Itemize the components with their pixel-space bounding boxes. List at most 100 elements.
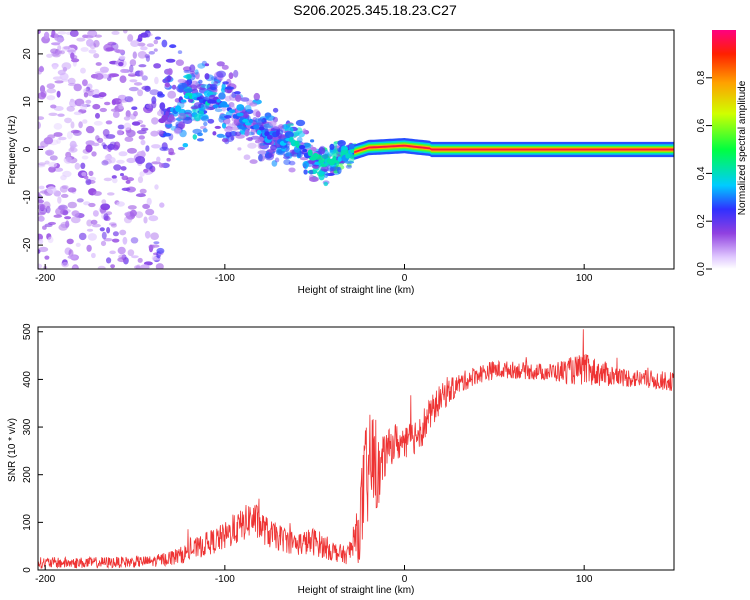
heat-blob (285, 152, 293, 157)
heat-blob (64, 247, 72, 255)
heat-blob (87, 91, 94, 97)
heat-blob (136, 38, 143, 42)
heat-blob (283, 159, 291, 166)
heat-blob (112, 231, 119, 237)
heat-blob (101, 231, 107, 240)
heat-blob (249, 102, 258, 107)
heat-ridge-blob (302, 148, 308, 153)
heat-blob (164, 82, 171, 88)
heat-blob (321, 153, 329, 160)
heat-blob (213, 81, 219, 85)
heat-blob (56, 138, 61, 144)
heat-blob (66, 105, 75, 112)
snr-series-line (38, 329, 674, 569)
heat-blob (67, 187, 77, 193)
heat-blob (120, 173, 124, 177)
heat-ridge-blob (175, 105, 182, 112)
snr-ytick-label: 400 (22, 371, 33, 388)
heat-blob (105, 120, 113, 125)
colorbar-gradient (712, 30, 736, 269)
heat-blob (109, 222, 117, 226)
heat-blob (71, 58, 80, 63)
heat-blob (69, 140, 77, 149)
heat-ridge-blob (294, 140, 299, 146)
heat-blob (57, 113, 65, 117)
spectrogram-ytick-label: 0 (22, 146, 33, 152)
heat-blob (165, 58, 176, 63)
heat-blob (38, 199, 45, 204)
heat-blob (228, 72, 234, 80)
heat-blob (140, 150, 146, 159)
spectrogram-xtick-label: 100 (576, 273, 593, 284)
heat-blob (202, 128, 208, 133)
heat-blob (150, 130, 159, 137)
heat-blob (118, 105, 124, 110)
heat-blob (221, 138, 229, 143)
heat-blob (99, 107, 108, 113)
heat-blob (89, 176, 97, 181)
heat-blob (121, 175, 129, 181)
heat-blob (86, 228, 94, 232)
heat-blob (117, 246, 126, 255)
heat-blob (87, 233, 97, 241)
heat-blob (73, 83, 82, 92)
heat-blob (233, 69, 239, 78)
heat-blob (228, 102, 235, 108)
heat-blob (296, 136, 303, 143)
heat-blob (38, 263, 43, 269)
heat-blob (254, 118, 265, 123)
heat-blob (106, 257, 112, 264)
heat-blob (110, 108, 119, 112)
heat-blob (127, 73, 137, 77)
heat-blob (185, 73, 192, 80)
heat-blob (91, 223, 101, 228)
heat-blob (38, 121, 41, 130)
heat-ridge-blob (256, 129, 262, 135)
heat-blob (95, 135, 100, 141)
snr-xtick-label: 100 (576, 574, 593, 585)
heat-blob (109, 73, 120, 78)
heat-blob (53, 123, 63, 130)
heat-blob (134, 265, 141, 269)
heat-blob (222, 81, 229, 85)
heat-blob (165, 75, 173, 81)
heat-blob (85, 144, 93, 153)
heat-blob (224, 86, 235, 90)
heat-blob (65, 220, 70, 228)
heat-blob (44, 255, 50, 260)
heat-blob (169, 44, 177, 49)
heat-blob (200, 115, 210, 122)
heat-blob (192, 134, 197, 140)
heat-blob (131, 121, 141, 126)
snr-frame (37, 326, 675, 571)
heat-blob (269, 121, 277, 127)
snr-ytick-label: 0 (22, 567, 33, 573)
heat-blob (119, 229, 127, 236)
heat-blob (210, 84, 216, 90)
heat-blob (194, 69, 199, 75)
heat-blob (154, 36, 161, 40)
heat-blob (64, 216, 72, 220)
heat-blob (48, 162, 58, 168)
heat-blob (54, 80, 64, 84)
heat-blob (320, 166, 329, 172)
heat-blob (168, 147, 175, 155)
heat-blob (161, 39, 168, 48)
heat-blob (144, 230, 151, 239)
heat-blob (106, 227, 111, 234)
heat-blob (57, 196, 62, 204)
spectrogram-xtick-label: 0 (402, 273, 408, 284)
heat-blob (295, 119, 306, 127)
spectrogram-ytick-label: -10 (22, 190, 33, 205)
heat-blob (38, 92, 46, 100)
heat-blob (177, 78, 186, 84)
heat-blob (57, 31, 67, 35)
heat-blob (121, 187, 131, 191)
heat-blob (120, 166, 127, 171)
heat-blob (204, 73, 210, 80)
heat-blob (309, 176, 319, 182)
heat-blob (48, 166, 56, 173)
heat-ridge-blob (258, 126, 265, 131)
heat-blob (38, 30, 41, 35)
heat-blob (84, 35, 94, 39)
